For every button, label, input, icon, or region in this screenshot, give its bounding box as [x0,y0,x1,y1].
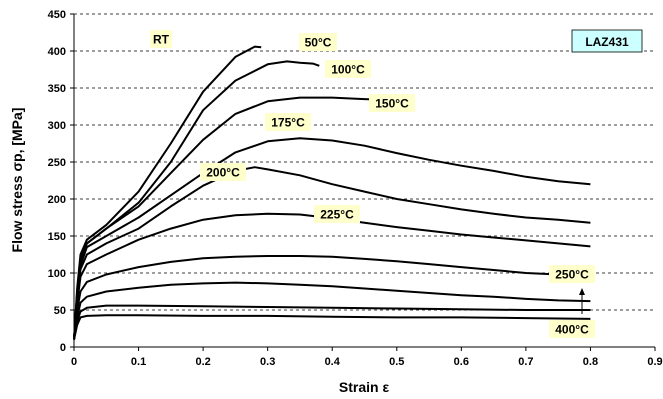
y-tick-label-50: 50 [54,305,66,317]
series-label-text-100c: 100°C [331,63,365,77]
series-label-text-rt: RT [153,33,170,47]
x-axis-title: Strain ε [339,379,390,395]
series-line-175c [73,166,591,340]
series-line-250c [73,281,591,340]
series-label-text-200c: 200°C [206,166,240,180]
ticks-layer: 0 50 100 150 200 250 300 350 400 450 0 0.1 0.2 0.3 0.4… [48,9,663,368]
series-line-400c [73,314,591,340]
axes-layer [73,14,655,348]
series-label-box-100c [325,60,371,78]
series-label-box-50c [299,33,337,51]
y-tick-label-450: 450 [48,9,66,21]
x-tick-label-0.4: 0.4 [325,356,341,368]
arrow-head [579,288,585,295]
x-tick-label-0.5: 0.5 [389,356,404,368]
series-line-200c [73,212,591,340]
y-tick-label-150: 150 [48,231,66,243]
material-label-text: LAZ431 [585,35,629,49]
y-tick-label-250: 250 [48,157,66,169]
x-tick-label-0.8: 0.8 [583,356,598,368]
material-label-box: LAZ431 [571,29,643,53]
series-label-box-rt [150,30,172,48]
x-tick-label-0.1: 0.1 [131,356,146,368]
x-tick-label-0.2: 0.2 [195,356,210,368]
x-tick-label-0: 0 [71,356,77,368]
series-label-175c: 175°C [265,113,311,131]
series-label-box-250c [549,265,595,283]
x-tick-label-0.7: 0.7 [518,356,533,368]
material-label-rect [571,29,643,53]
series-line-150c [73,137,591,340]
temperature-arrow [579,288,585,314]
series-label-box-200c [200,163,246,181]
y-axis-title: Flow stress σp, [MPa] [9,108,25,253]
series-label-50c: 50°C [299,33,337,51]
y-tick-label-200: 200 [48,194,66,206]
y-tick-label-100: 100 [48,268,66,280]
series-label-200c: 200°C [200,163,246,181]
series-label-box-175c [265,113,311,131]
x-tick-label-0.9: 0.9 [647,356,662,368]
series-label-rt: RT [150,30,172,48]
series-label-box-400c [549,320,595,338]
y-tick-label-0: 0 [60,342,66,354]
y-tick-label-350: 350 [48,83,66,95]
x-tick-label-0.6: 0.6 [454,356,469,368]
series-label-box-225c [314,205,360,223]
series-label-text-225c: 225°C [320,208,354,222]
series-line-100c [73,96,391,340]
labels-layer: RT 50°C 100°C 150°C 175°C 200°C 225°C 250°C 400°… [150,30,595,338]
series-label-150c: 150°C [369,94,415,112]
series-label-box-150c [369,94,415,112]
y-tick-label-400: 400 [48,46,66,58]
series-label-400c: 400°C [549,320,595,338]
y-tick-label-300: 300 [48,120,66,132]
series-label-225c: 225°C [314,205,360,223]
series-label-text-150c: 150°C [375,97,409,111]
series-line-50c [73,60,320,340]
series-line-unlabeled-8 [73,304,591,340]
series-label-text-175c: 175°C [271,116,305,130]
grid-layer [74,13,655,311]
series-layer [73,45,591,340]
series-label-text-250c: 250°C [555,268,589,282]
x-tick-label-0.3: 0.3 [260,356,275,368]
series-label-250c: 250°C [549,265,595,283]
series-label-100c: 100°C [325,60,371,78]
series-label-text-50c: 50°C [305,36,332,50]
series-line-rt [73,45,262,340]
series-label-text-400c: 400°C [555,323,589,337]
series-line-225c [73,255,591,340]
